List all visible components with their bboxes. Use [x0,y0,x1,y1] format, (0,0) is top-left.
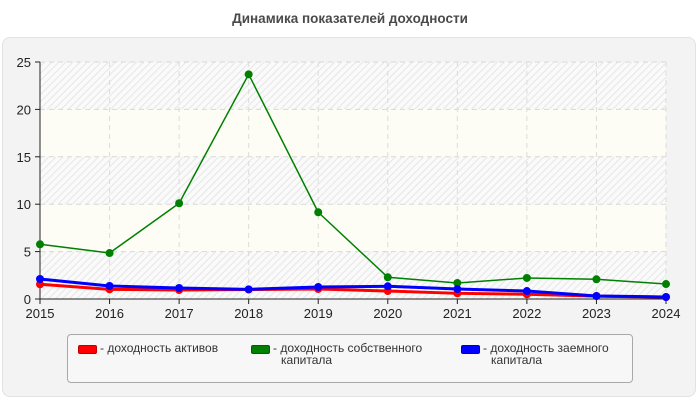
legend-swatch-blue [461,345,480,354]
plot-band [40,156,666,205]
data-point[interactable] [36,240,44,249]
x-tick-label: 2020 [373,306,402,321]
legend-item-debt: - доходность заемного капитала [461,342,609,366]
x-tick-label: 2024 [652,306,681,321]
data-point[interactable] [314,282,323,291]
data-point[interactable] [592,291,601,300]
legend-swatch-green [251,345,270,354]
y-tick-label: 0 [24,292,31,307]
series-line [39,73,667,285]
axes [35,61,667,304]
data-point[interactable] [453,278,462,287]
legend-label: - доходность активов [100,341,219,355]
x-tick-label: 2022 [512,306,541,321]
x-tick-label: 2018 [234,306,263,321]
data-point[interactable] [244,70,253,79]
legend-label: - доходность заемного [483,341,609,355]
data-point[interactable] [592,275,601,284]
x-tick-label: 2023 [582,306,611,321]
legend-item-assets: - доходность активов [78,342,218,354]
data-point[interactable] [453,285,462,294]
data-point[interactable] [522,287,531,296]
y-tick-label: 20 [17,102,31,117]
x-tick-label: 2015 [26,306,55,321]
series-2 [36,274,670,302]
legend-label-line2: капитала [491,353,543,367]
tick-labels: 0 5 10 15 20 25 2015 2016 2017 2018 2019 2020 2021 20… [17,55,681,321]
plot-band [40,62,666,110]
data-point[interactable] [314,208,323,217]
plot-band [40,251,666,299]
data-point[interactable] [36,274,44,283]
chart-legend: - доходность активов - доходность собств… [67,334,633,383]
data-point[interactable] [175,284,184,293]
data-point[interactable] [383,282,392,291]
x-tick-label: 2016 [95,306,124,321]
y-tick-label: 15 [17,150,31,165]
y-tick-label: 25 [17,55,31,70]
data-point[interactable] [105,282,114,291]
legend-label: - доходность собственного [273,341,423,355]
data-series [36,70,670,302]
plot-band [40,109,666,157]
data-point[interactable] [662,293,670,302]
chart-title: Динамика показателей доходности [232,11,468,26]
data-point[interactable] [175,199,184,208]
series-1 [36,70,670,289]
data-point[interactable] [244,285,253,294]
legend-label-line2: капитала [281,353,333,367]
legend-item-equity: - доходность собственного капитала [251,342,422,366]
x-tick-label: 2021 [443,306,472,321]
series-line [39,282,667,299]
data-point[interactable] [383,273,392,282]
series-line [39,277,667,299]
y-tick-label: 5 [24,245,31,260]
data-point[interactable] [662,280,670,289]
x-tick-label: 2019 [304,306,333,321]
y-tick-label: 10 [17,197,31,212]
x-tick-label: 2017 [165,306,194,321]
legend-swatch-red [78,345,97,354]
data-point[interactable] [105,249,114,258]
gridlines [40,61,667,299]
plot-background-bands [40,62,666,299]
data-point[interactable] [522,273,531,282]
